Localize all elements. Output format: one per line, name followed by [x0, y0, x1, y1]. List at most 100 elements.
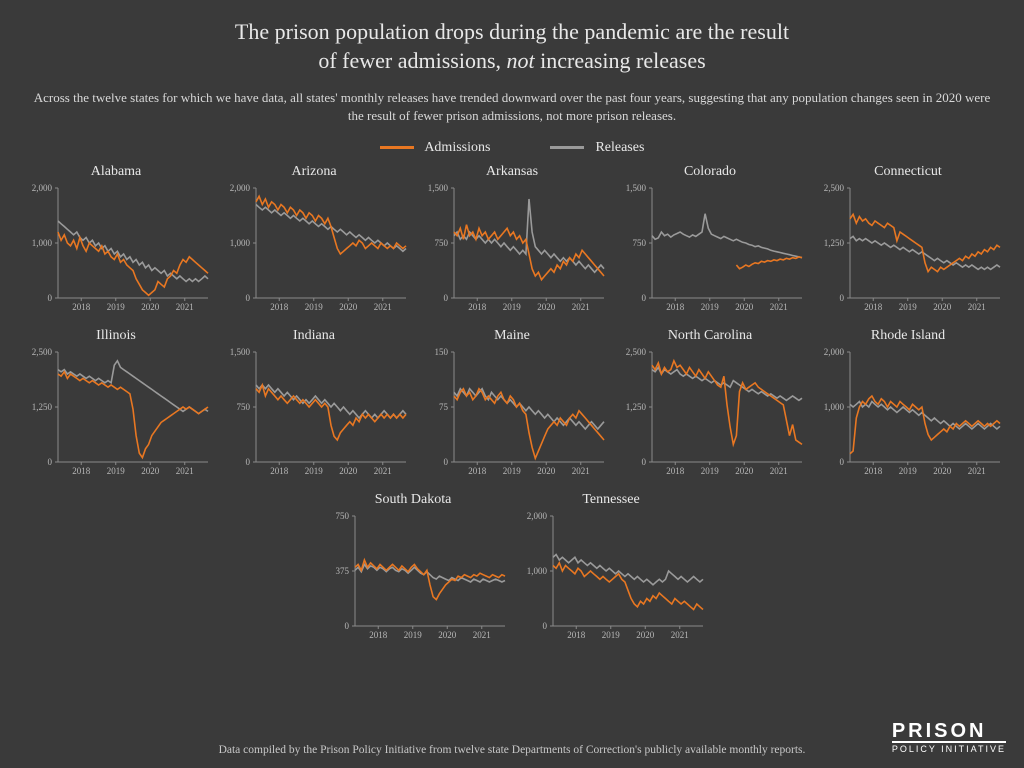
- svg-text:2,000: 2,000: [824, 347, 845, 357]
- admissions-line: [58, 232, 208, 295]
- chart-title: Indiana: [216, 328, 412, 344]
- svg-text:2020: 2020: [933, 466, 952, 476]
- chart-arkansas: Arkansas07501,5002018201920202021: [414, 164, 610, 324]
- svg-text:2020: 2020: [141, 302, 160, 312]
- svg-text:0: 0: [642, 457, 647, 467]
- svg-text:1,250: 1,250: [824, 238, 845, 248]
- legend-releases: Releases: [550, 140, 644, 156]
- svg-text:0: 0: [246, 293, 251, 303]
- chart-rhode-island: Rhode Island01,0002,0002018201920202021: [810, 328, 1006, 488]
- admissions-line: [652, 360, 802, 444]
- svg-text:2019: 2019: [107, 302, 126, 312]
- svg-text:2018: 2018: [468, 466, 487, 476]
- svg-text:2021: 2021: [176, 302, 194, 312]
- svg-text:2018: 2018: [666, 302, 685, 312]
- svg-text:2020: 2020: [933, 302, 952, 312]
- svg-text:2021: 2021: [770, 466, 788, 476]
- svg-text:0: 0: [642, 293, 647, 303]
- legend: Admissions Releases: [0, 136, 1024, 164]
- legend-swatch-releases: [550, 146, 584, 149]
- svg-text:2019: 2019: [899, 302, 918, 312]
- chart-title: Rhode Island: [810, 328, 1006, 344]
- svg-text:1,000: 1,000: [824, 402, 845, 412]
- svg-text:2019: 2019: [404, 630, 423, 640]
- chart-title: Alabama: [18, 164, 214, 180]
- chart-title: Colorado: [612, 164, 808, 180]
- svg-text:2019: 2019: [701, 302, 720, 312]
- releases-line: [553, 554, 703, 584]
- svg-text:0: 0: [246, 457, 251, 467]
- chart-title: South Dakota: [315, 492, 511, 508]
- svg-text:2021: 2021: [176, 466, 194, 476]
- svg-text:0: 0: [543, 621, 548, 631]
- svg-text:2018: 2018: [666, 466, 685, 476]
- svg-text:1,500: 1,500: [428, 183, 449, 193]
- chart-title: Connecticut: [810, 164, 1006, 180]
- svg-text:2021: 2021: [572, 302, 590, 312]
- svg-text:2020: 2020: [141, 466, 160, 476]
- svg-text:2018: 2018: [72, 302, 91, 312]
- admissions-line: [553, 562, 703, 609]
- svg-text:2018: 2018: [567, 630, 586, 640]
- svg-text:2018: 2018: [270, 302, 289, 312]
- svg-text:375: 375: [336, 566, 350, 576]
- svg-text:2,500: 2,500: [824, 183, 845, 193]
- svg-text:750: 750: [336, 511, 350, 521]
- chart-maine: Maine0751502018201920202021: [414, 328, 610, 488]
- chart-alabama: Alabama01,0002,0002018201920202021: [18, 164, 214, 324]
- chart-title: Tennessee: [513, 492, 709, 508]
- main-title: The prison population drops during the p…: [0, 0, 1024, 81]
- svg-text:2,000: 2,000: [32, 183, 53, 193]
- svg-text:1,000: 1,000: [527, 566, 548, 576]
- svg-text:2018: 2018: [468, 302, 487, 312]
- svg-text:2021: 2021: [968, 302, 986, 312]
- logo: PRISON POLICY INITIATIVE: [892, 722, 1006, 754]
- chart-title: Illinois: [18, 328, 214, 344]
- releases-line: [256, 385, 406, 418]
- svg-text:2019: 2019: [305, 302, 324, 312]
- svg-text:0: 0: [444, 293, 449, 303]
- svg-text:0: 0: [345, 621, 350, 631]
- svg-text:750: 750: [237, 402, 251, 412]
- chart-south-dakota: South Dakota03757502018201920202021: [315, 492, 511, 652]
- svg-text:2018: 2018: [864, 302, 883, 312]
- admissions-line: [58, 371, 208, 457]
- svg-text:0: 0: [444, 457, 449, 467]
- svg-text:1,250: 1,250: [32, 402, 53, 412]
- svg-text:2020: 2020: [339, 466, 358, 476]
- chart-colorado: Colorado07501,5002018201920202021: [612, 164, 808, 324]
- legend-admissions: Admissions: [380, 140, 491, 156]
- svg-text:2021: 2021: [473, 630, 491, 640]
- chart-tennessee: Tennessee01,0002,0002018201920202021: [513, 492, 709, 652]
- logo-main: PRISON: [892, 722, 1006, 740]
- svg-text:2019: 2019: [602, 630, 621, 640]
- svg-text:2018: 2018: [270, 466, 289, 476]
- svg-text:750: 750: [435, 238, 449, 248]
- legend-swatch-admissions: [380, 146, 414, 149]
- legend-label-releases: Releases: [595, 140, 644, 155]
- svg-text:0: 0: [840, 457, 845, 467]
- svg-text:2021: 2021: [968, 466, 986, 476]
- svg-text:750: 750: [633, 238, 647, 248]
- admissions-line: [736, 256, 802, 268]
- svg-text:150: 150: [435, 347, 449, 357]
- svg-text:75: 75: [439, 402, 449, 412]
- svg-text:0: 0: [840, 293, 845, 303]
- svg-text:2020: 2020: [636, 630, 655, 640]
- svg-text:2,000: 2,000: [230, 183, 251, 193]
- chart-title: North Carolina: [612, 328, 808, 344]
- releases-line: [652, 213, 802, 257]
- svg-text:2019: 2019: [305, 466, 324, 476]
- svg-text:2020: 2020: [438, 630, 457, 640]
- svg-text:2020: 2020: [735, 302, 754, 312]
- svg-text:1,000: 1,000: [230, 238, 251, 248]
- svg-text:1,500: 1,500: [230, 347, 251, 357]
- logo-sub: POLICY INITIATIVE: [892, 741, 1006, 754]
- svg-text:2,500: 2,500: [626, 347, 647, 357]
- admissions-line: [256, 196, 406, 254]
- svg-text:0: 0: [48, 457, 53, 467]
- charts-grid: Alabama01,0002,0002018201920202021Arizon…: [0, 164, 1024, 652]
- svg-text:2021: 2021: [572, 466, 590, 476]
- svg-text:2019: 2019: [503, 466, 522, 476]
- svg-text:2020: 2020: [735, 466, 754, 476]
